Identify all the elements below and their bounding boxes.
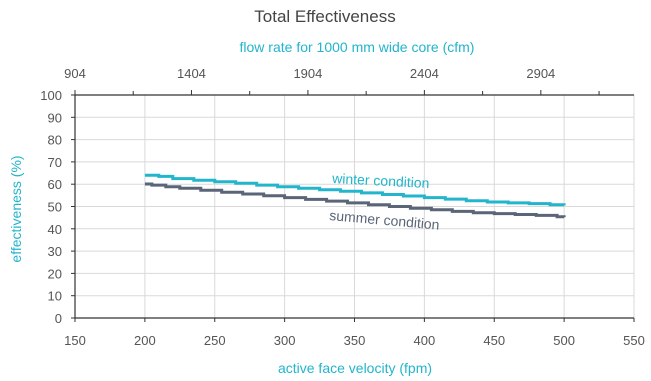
series-label-winter: winter condition bbox=[331, 170, 430, 191]
y-tick-label: 0 bbox=[55, 311, 62, 326]
top-tick-label: 2404 bbox=[410, 66, 439, 81]
chart-title: Total Effectiveness bbox=[254, 7, 395, 26]
x-tick-label: 350 bbox=[344, 333, 366, 348]
top-tick-label: 2904 bbox=[526, 66, 555, 81]
y-tick-label: 80 bbox=[48, 133, 62, 148]
x-tick-label: 250 bbox=[204, 333, 226, 348]
y-tick-label: 90 bbox=[48, 110, 62, 125]
y-tick-label: 40 bbox=[48, 222, 62, 237]
y-tick-label: 60 bbox=[48, 177, 62, 192]
y-tick-label: 50 bbox=[48, 200, 62, 215]
series-line-winter bbox=[144, 173, 566, 207]
x-axis-title: active face velocity (fpm) bbox=[278, 360, 432, 376]
x-tick-label: 200 bbox=[134, 333, 156, 348]
data-series bbox=[144, 173, 566, 219]
x-tick-label: 500 bbox=[553, 333, 575, 348]
tick-labels: 0 10 20 30 40 50 60 70 80 90 100 150 200 250 300 350 400… bbox=[40, 66, 645, 348]
top-tick-label: 904 bbox=[64, 66, 86, 81]
x-tick-label: 150 bbox=[64, 333, 86, 348]
top-axis-title: flow rate for 1000 mm wide core (cfm) bbox=[240, 39, 475, 55]
grid-lines bbox=[74, 94, 635, 319]
x-tick-label: 550 bbox=[623, 333, 645, 348]
y-tick-label: 10 bbox=[48, 289, 62, 304]
x-tick-label: 450 bbox=[483, 333, 505, 348]
y-axis-title: effectiveness (%) bbox=[8, 155, 24, 262]
y-tick-label: 30 bbox=[48, 244, 62, 259]
top-tick-label: 1404 bbox=[177, 66, 206, 81]
x-tick-label: 300 bbox=[274, 333, 296, 348]
top-tick-label: 1904 bbox=[293, 66, 322, 81]
y-tick-label: 100 bbox=[40, 88, 62, 103]
y-tick-label: 20 bbox=[48, 266, 62, 281]
y-tick-label: 70 bbox=[48, 155, 62, 170]
series-line-summer bbox=[144, 182, 566, 219]
x-tick-label: 400 bbox=[414, 333, 436, 348]
